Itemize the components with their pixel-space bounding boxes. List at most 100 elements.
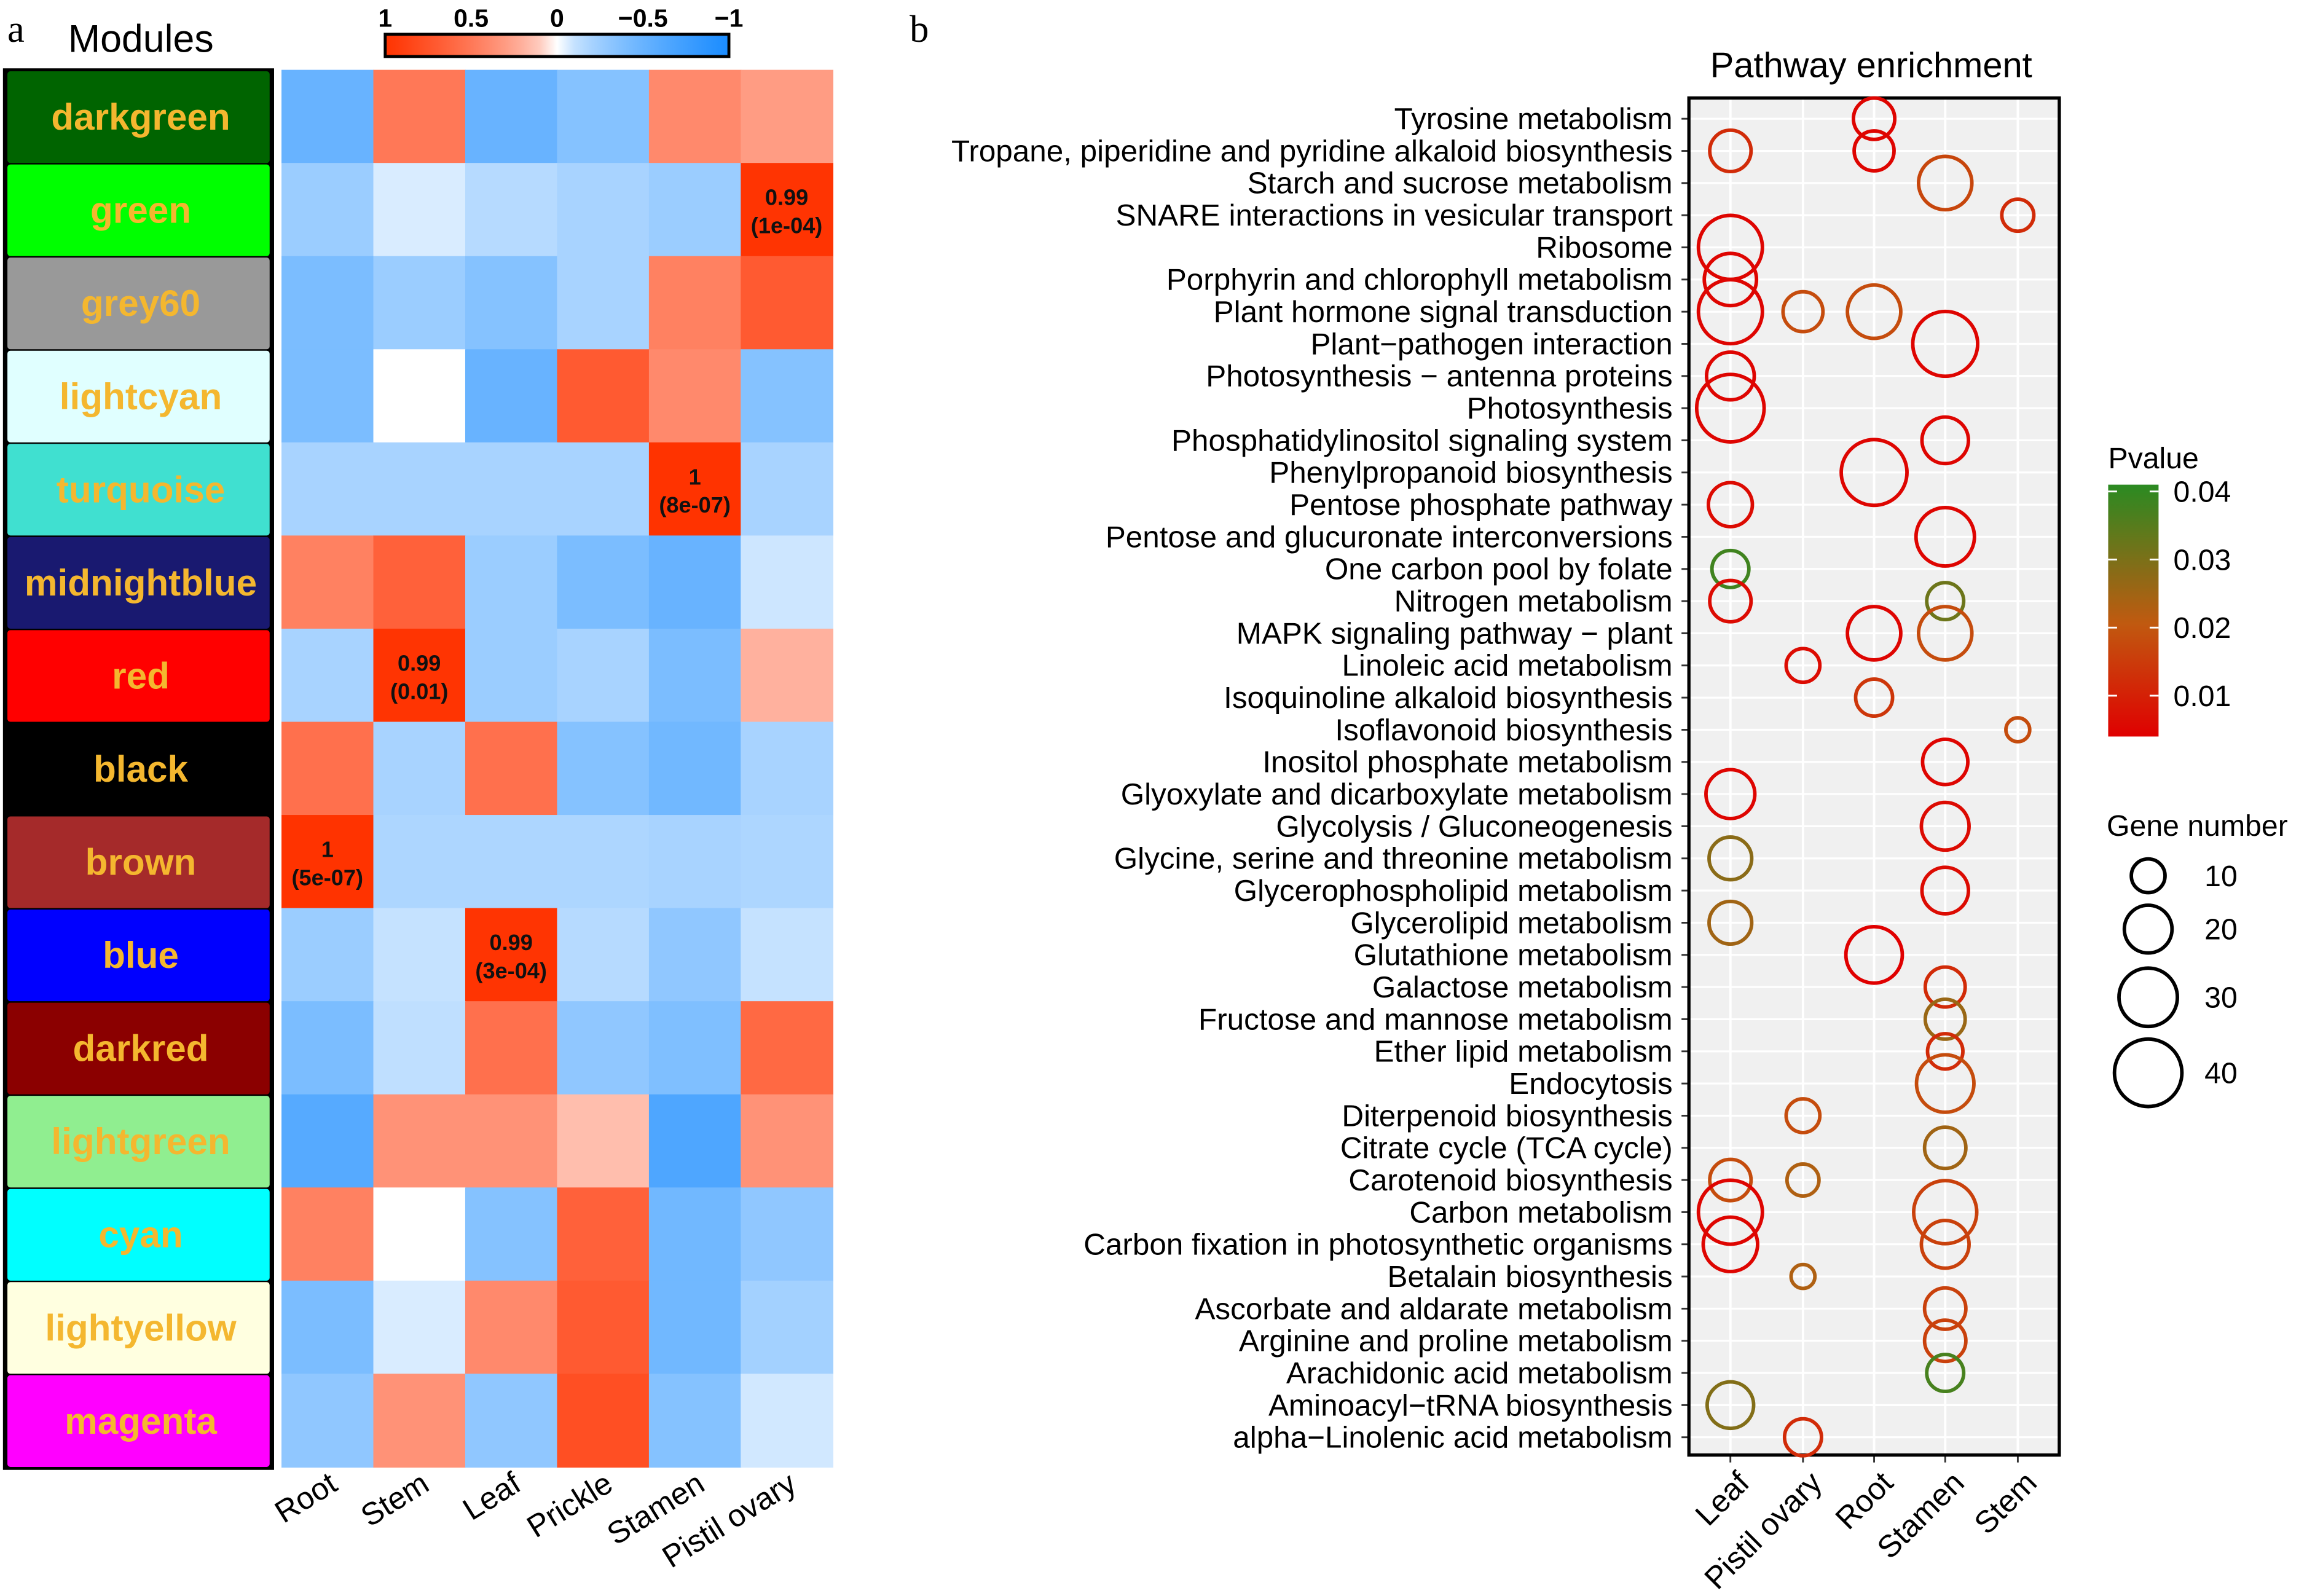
size-legend-title: Gene number <box>2107 809 2288 843</box>
panel-a-label: a <box>7 7 25 50</box>
pathway-label: Citrate cycle (TCA cycle) <box>1340 1131 1673 1165</box>
heatmap-cell <box>648 69 742 164</box>
enrichment-bubble <box>1852 129 1896 173</box>
module-swatch-red <box>7 630 270 722</box>
heatmap-cell <box>373 815 466 909</box>
heatmap-cell <box>465 721 558 816</box>
cell-correlation: 0.99 <box>765 185 808 210</box>
enrichment-bubble <box>1922 1286 1968 1331</box>
pathway-label: Isoquinoline alkaloid biosynthesis <box>1224 681 1673 715</box>
heatmap-cell <box>465 1280 558 1375</box>
pathway-label: Glyoxylate and dicarboxylate metabolism <box>1121 777 1673 811</box>
enrichment-bubble <box>1696 278 1764 346</box>
heatmap-cell <box>741 163 834 257</box>
colorbar-tick-label: 0 <box>550 4 564 33</box>
heatmap-cell <box>373 908 466 1002</box>
enrichment-bubble <box>1785 1162 1821 1198</box>
heatmap-cell <box>557 1001 650 1095</box>
enrichment-bubble <box>1701 1215 1759 1273</box>
pathway-label: Pentose phosphate pathway <box>1289 488 1673 522</box>
heatmap-cell <box>648 1374 742 1468</box>
heatmap-cell <box>557 1094 650 1189</box>
heatmap-cell <box>648 349 742 444</box>
pathway-label: Phenylpropanoid biosynthesis <box>1269 456 1672 490</box>
enrichment-bubble <box>1782 1417 1823 1458</box>
pathway-label: Carbon metabolism <box>1409 1195 1672 1229</box>
pathway-label: Carotenoid biosynthesis <box>1348 1163 1672 1197</box>
heatmap-cell <box>281 256 374 350</box>
pathway-label: Isoflavonoid biosynthesis <box>1335 713 1672 747</box>
module-swatch-midnightblue <box>7 537 270 629</box>
enrichment-bubble <box>1781 289 1825 334</box>
heatmap-cell <box>648 908 742 1002</box>
pathway-label: Ether lipid metabolism <box>1374 1035 1673 1069</box>
module-label: blue <box>103 934 179 976</box>
heatmap-cell <box>281 815 374 909</box>
cell-pvalue: (3e-04) <box>475 958 547 983</box>
heatmap-cell <box>648 1094 742 1189</box>
heatmap-cell <box>557 256 650 350</box>
pvalue-tick-label: 0.02 <box>2174 611 2231 645</box>
pathway-label: alpha−Linolenic acid metabolism <box>1233 1421 1672 1455</box>
heatmap-cell <box>557 349 650 444</box>
enrichment-bubble <box>1916 605 1974 662</box>
pathway-label: Endocytosis <box>1509 1067 1672 1101</box>
pvalue-colorbar <box>2108 484 2159 737</box>
pathway-label: Plant−pathogen interaction <box>1310 327 1672 361</box>
heatmap-cell <box>465 1094 558 1189</box>
heatmap-cell <box>741 1374 834 1468</box>
heatmap-cell <box>741 815 834 909</box>
pathway-label: Ribosome <box>1536 230 1672 264</box>
heatmap-cell <box>557 442 650 537</box>
pathway-label: Glutathione metabolism <box>1354 938 1673 972</box>
pathway-label: Starch and sucrose metabolism <box>1248 167 1673 200</box>
heatmap-cell <box>741 1001 834 1095</box>
heatmap-cell <box>648 256 742 350</box>
heatmap-cell <box>465 69 558 164</box>
pathway-label: Betalain biosynthesis <box>1388 1260 1673 1294</box>
heatmap-cell <box>373 163 466 257</box>
pathway-label: Glycerophospholipid metabolism <box>1234 874 1673 908</box>
heatmap-cell <box>741 535 834 630</box>
pathway-label: Photosynthesis − antenna proteins <box>1206 360 1672 393</box>
enrichment-bubble <box>1708 128 1753 174</box>
enrichment-bubble <box>1920 865 1970 916</box>
module-swatch-turquoise <box>7 444 270 536</box>
bubble-chart-title: Pathway enrichment <box>1710 46 2032 85</box>
module-label: grey60 <box>81 282 200 324</box>
enrichment-bubble <box>1916 154 1974 212</box>
heatmap-cell <box>741 256 834 350</box>
heatmap-cell <box>557 628 650 723</box>
panel-b-label: b <box>910 7 929 50</box>
module-label: brown <box>85 841 197 883</box>
heatmap-cell <box>373 256 466 350</box>
enrichment-bubble <box>1704 768 1757 820</box>
heatmap-cell <box>373 1374 466 1468</box>
module-label: black <box>93 748 189 790</box>
heatmap-cell <box>281 628 374 723</box>
heatmap-cell <box>373 349 466 444</box>
heatmap-cell <box>281 442 374 537</box>
heatmap-cell <box>465 349 558 444</box>
heatmap-x-label: Leaf <box>457 1465 527 1527</box>
heatmap-cell <box>648 535 742 630</box>
pathway-label: SNARE interactions in vesicular transpor… <box>1116 199 1673 232</box>
heatmap-cell <box>373 535 466 630</box>
heatmap-cell <box>648 163 742 257</box>
heatmap-cell <box>648 1187 742 1282</box>
enrichment-bubble <box>1705 1380 1756 1431</box>
heatmap-x-label: Stem <box>355 1465 434 1533</box>
heatmap-cell <box>648 721 742 816</box>
module-label: lightgreen <box>51 1120 230 1162</box>
heatmap-cell <box>465 535 558 630</box>
heatmap-cell <box>281 908 374 1002</box>
heatmap-cell <box>465 1001 558 1095</box>
heatmap-cell <box>557 1280 650 1375</box>
size-legend-circle <box>2129 857 2167 895</box>
colorbar-tick-label: 0.5 <box>454 4 489 33</box>
heatmap-cell <box>557 535 650 630</box>
module-label: cyan <box>98 1214 183 1256</box>
enrichment-bubble <box>1708 1157 1753 1203</box>
enrichment-bubble <box>1784 647 1822 685</box>
pathway-label: Tropane, piperidine and pyridine alkaloi… <box>951 134 1673 168</box>
